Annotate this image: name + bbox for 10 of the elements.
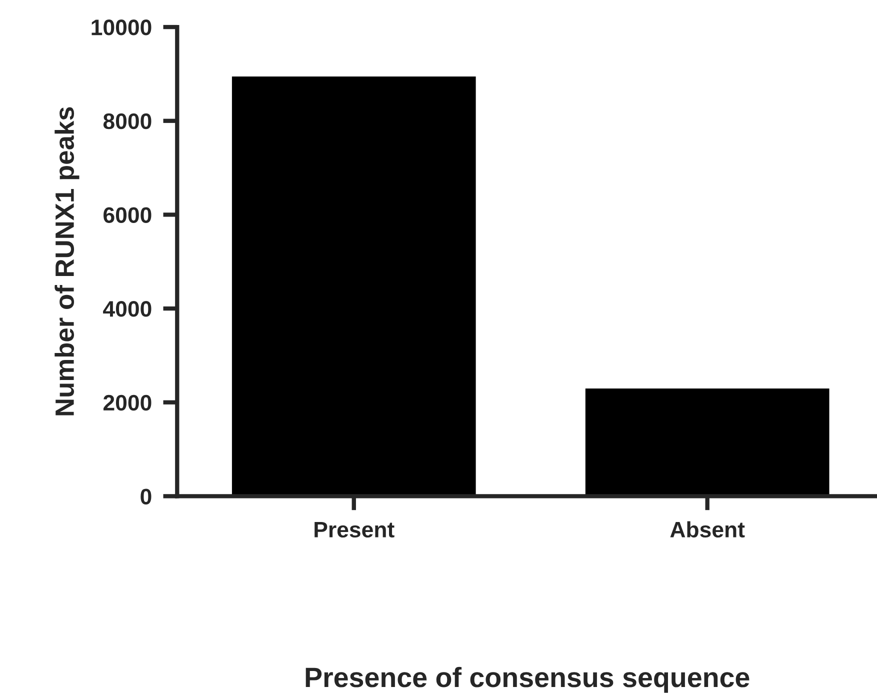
y-tick-label: 2000 — [103, 394, 152, 411]
y-tick-label: 0 — [140, 488, 152, 504]
y-tick-label: 8000 — [103, 113, 152, 130]
y-axis-title: Number of RUNX1 peaks — [54, 107, 80, 416]
x-axis-title: Presence of consensus sequence — [306, 666, 750, 693]
y-tick-label: 4000 — [103, 301, 152, 317]
x-tick-label: Absent — [670, 521, 745, 538]
x-tick-label: Present — [314, 522, 394, 538]
y-tick-label: 6000 — [104, 207, 152, 223]
y-tick-label: 10000 — [92, 20, 152, 36]
